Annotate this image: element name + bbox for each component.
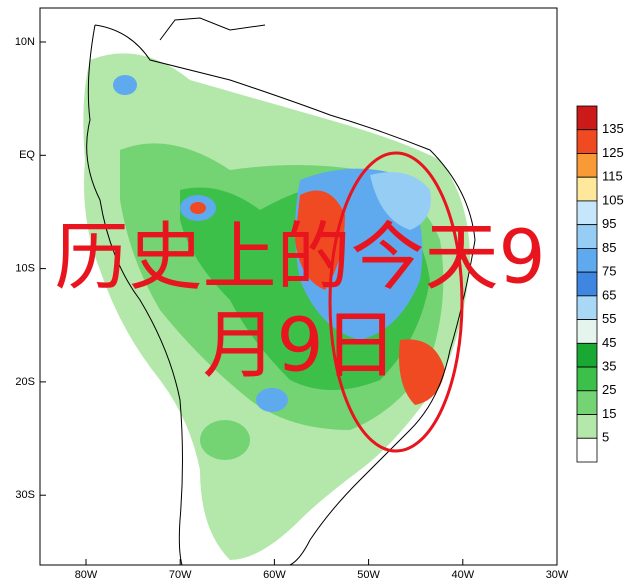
overlay-title: 月9日 bbox=[202, 303, 397, 389]
colorbar-box bbox=[576, 295, 598, 321]
rain-blue bbox=[113, 75, 137, 95]
colorbar-box bbox=[576, 271, 598, 297]
colorbar-label: 85 bbox=[602, 240, 616, 255]
colorbar-box bbox=[576, 342, 598, 368]
lat-label: 20S bbox=[15, 376, 35, 388]
lat-label: 10S bbox=[15, 263, 35, 275]
lon-label: 50W bbox=[357, 569, 380, 581]
lon-label: 40W bbox=[451, 569, 474, 581]
colorbar-box bbox=[576, 437, 598, 463]
rain-blue-light bbox=[370, 172, 431, 230]
lat-label: EQ bbox=[19, 149, 35, 161]
map-axes: 10N EQ 10S 20S 30S 80W 70W 60W 50W 40W 30W bbox=[15, 36, 569, 581]
colorbar-box bbox=[576, 176, 598, 202]
colorbar-box bbox=[576, 153, 598, 178]
map bbox=[39, 7, 558, 566]
map-frame bbox=[39, 7, 558, 566]
colorbar-label: 135 bbox=[602, 121, 624, 136]
lon-label: 60W bbox=[263, 569, 286, 581]
colorbar-label: 65 bbox=[602, 287, 616, 302]
colorbar-label: 15 bbox=[602, 406, 616, 421]
caribbean-coast bbox=[159, 17, 266, 41]
lon-label: 70W bbox=[169, 569, 192, 581]
lon-label: 80W bbox=[75, 569, 98, 581]
colorbar-box bbox=[576, 224, 598, 249]
colorbar-box bbox=[576, 105, 598, 131]
colorbar-label: 95 bbox=[602, 216, 616, 231]
east-coast bbox=[94, 24, 476, 566]
rain-blue bbox=[256, 388, 288, 412]
highlight-ellipse bbox=[328, 151, 464, 453]
colorbar: 135 125 115 105 95 85 75 65 55 45 35 25 15 5 bbox=[576, 105, 624, 463]
colorbar-label: 35 bbox=[602, 359, 616, 374]
lat-label: 30S bbox=[15, 489, 35, 501]
colorbar-label: 25 bbox=[602, 382, 616, 397]
colorbar-box bbox=[576, 319, 598, 344]
colorbar-box bbox=[576, 390, 598, 415]
colorbar-box bbox=[576, 247, 598, 273]
colorbar-box bbox=[576, 366, 598, 392]
colorbar-label: 55 bbox=[602, 311, 616, 326]
colorbar-box bbox=[576, 200, 598, 226]
west-coast bbox=[86, 24, 183, 566]
colorbar-label: 75 bbox=[602, 264, 616, 279]
colorbar-box bbox=[576, 414, 598, 439]
colorbar-label: 115 bbox=[602, 169, 623, 184]
rain-red bbox=[190, 202, 206, 214]
rain-moderate bbox=[200, 420, 250, 460]
lat-label: 10N bbox=[15, 36, 35, 48]
rain-red bbox=[399, 339, 445, 405]
coastline bbox=[86, 17, 476, 566]
colorbar-label: 45 bbox=[602, 335, 616, 350]
lon-label: 30W bbox=[546, 569, 569, 581]
colorbar-box bbox=[576, 129, 598, 154]
overlay-title: 历史上的今天9 bbox=[54, 215, 545, 301]
colorbar-label: 125 bbox=[602, 145, 624, 160]
colorbar-label: 5 bbox=[602, 430, 609, 445]
precip-field bbox=[83, 53, 470, 560]
colorbar-label: 105 bbox=[602, 192, 624, 207]
